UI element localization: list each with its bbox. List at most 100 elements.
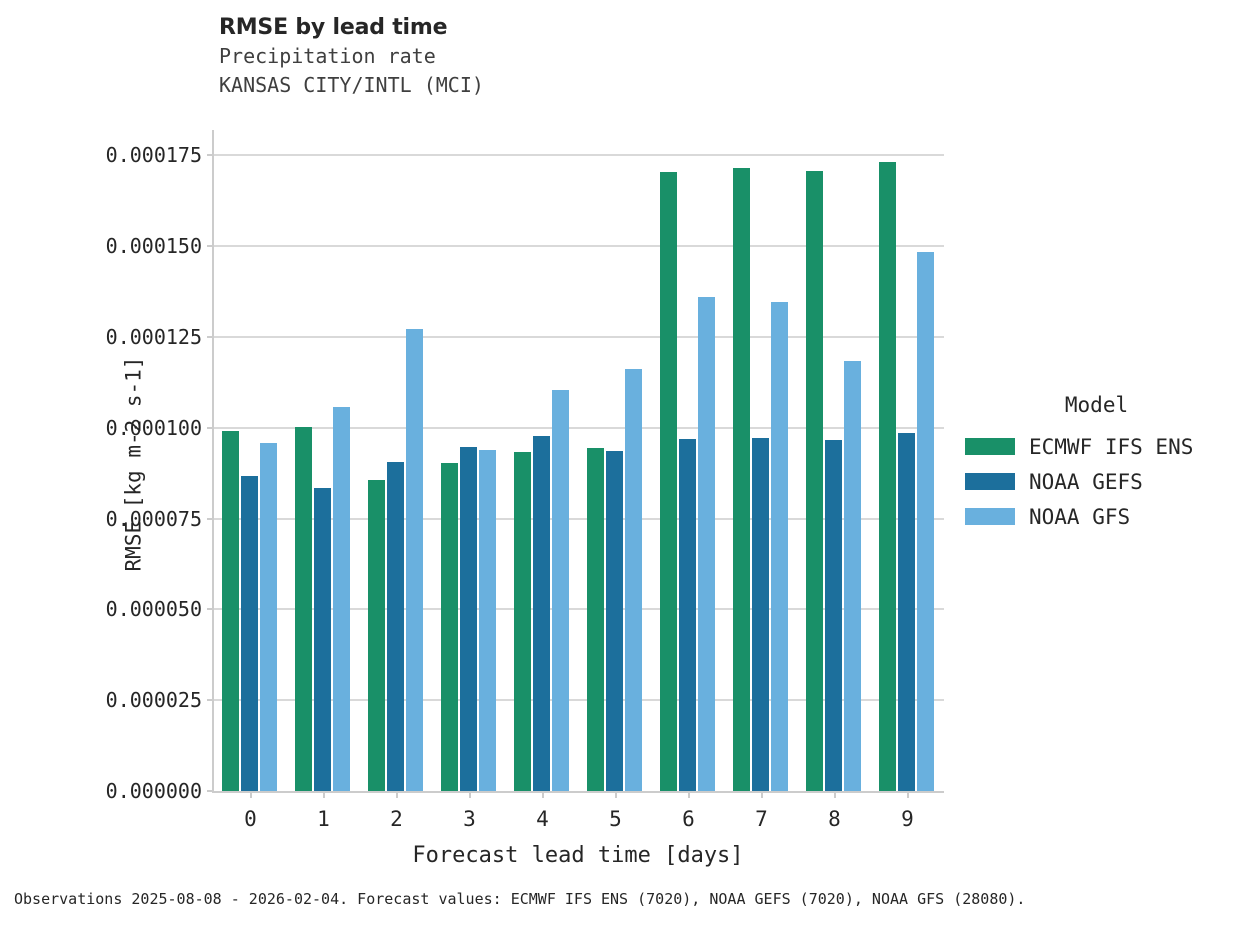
x-tick-label: 8 bbox=[828, 807, 841, 831]
x-tick-mark bbox=[906, 791, 909, 798]
y-axis-ticks: 0.000000 0.000025 0.000050 0.000075 0.000100… bbox=[106, 130, 944, 801]
bar[interactable] bbox=[387, 461, 404, 791]
chart-station-label: KANSAS CITY/INTL (MCI) bbox=[219, 73, 484, 97]
y-tick-mark bbox=[207, 426, 214, 429]
bar[interactable] bbox=[843, 361, 861, 791]
gridline bbox=[214, 154, 944, 157]
legend-swatch-icon bbox=[965, 508, 1015, 525]
x-tick-label: 2 bbox=[390, 807, 403, 831]
y-tick-label: 0.000100 bbox=[105, 415, 202, 440]
bar[interactable] bbox=[533, 436, 550, 791]
bar-group: 0 bbox=[214, 130, 287, 831]
y-tick-mark bbox=[207, 517, 214, 520]
bar[interactable] bbox=[405, 329, 423, 791]
bar[interactable] bbox=[222, 431, 239, 791]
legend-label: NOAA GEFS bbox=[1029, 469, 1143, 494]
gridline bbox=[214, 426, 944, 429]
bar[interactable] bbox=[332, 406, 350, 791]
y-tick-mark bbox=[207, 699, 214, 702]
gridline bbox=[214, 608, 944, 611]
y-tick-label: 0.000125 bbox=[105, 325, 202, 350]
bar-group: 4 bbox=[506, 130, 579, 831]
x-tick-mark bbox=[322, 791, 325, 798]
x-tick-mark bbox=[687, 791, 690, 798]
bar[interactable] bbox=[879, 161, 896, 791]
bar-group: 7 bbox=[725, 130, 798, 831]
y-tick-label: 0.000150 bbox=[105, 234, 202, 259]
bar[interactable] bbox=[806, 171, 823, 791]
y-tick-label: 0.000175 bbox=[105, 143, 202, 168]
bar[interactable] bbox=[916, 252, 934, 791]
bar[interactable] bbox=[660, 172, 677, 791]
gridline bbox=[214, 517, 944, 520]
bar[interactable] bbox=[478, 450, 496, 791]
y-tick-mark bbox=[207, 608, 214, 611]
y-tick-label: 0.000075 bbox=[105, 506, 202, 531]
bar[interactable] bbox=[514, 451, 531, 791]
y-axis-title: RMSE [kg m-2 s-1] bbox=[121, 356, 146, 572]
bar[interactable] bbox=[441, 463, 458, 791]
x-tick-label: 9 bbox=[901, 807, 914, 831]
bar-group: 1 bbox=[287, 130, 360, 831]
gridline bbox=[214, 336, 944, 339]
bar[interactable] bbox=[551, 390, 569, 791]
bar-group: 3 bbox=[433, 130, 506, 831]
bar[interactable] bbox=[624, 368, 642, 791]
bar[interactable] bbox=[587, 447, 604, 791]
bar[interactable] bbox=[606, 451, 623, 791]
bar[interactable] bbox=[679, 439, 696, 791]
bar[interactable] bbox=[460, 447, 477, 791]
x-tick-label: 6 bbox=[682, 807, 695, 831]
y-tick-mark bbox=[207, 154, 214, 157]
x-tick-mark bbox=[833, 791, 836, 798]
legend-label: NOAA GFS bbox=[1029, 504, 1131, 529]
y-tick-mark bbox=[207, 790, 214, 792]
bar[interactable] bbox=[368, 480, 385, 791]
bar[interactable] bbox=[314, 488, 331, 791]
bar[interactable] bbox=[295, 427, 312, 791]
bar-group: 8 bbox=[798, 130, 871, 831]
x-tick-mark bbox=[395, 791, 398, 798]
legend-item[interactable]: ECMWF IFS ENS bbox=[965, 429, 1235, 464]
footer-note: Observations 2025-08-08 - 2026-02-04. Fo… bbox=[14, 890, 1026, 908]
bar[interactable] bbox=[241, 475, 258, 791]
x-tick-label: 7 bbox=[755, 807, 768, 831]
plot-area: 0.000000 0.000025 0.000050 0.000075 0.000100… bbox=[106, 130, 944, 831]
x-tick-label: 1 bbox=[317, 807, 330, 831]
legend-item[interactable]: NOAA GEFS bbox=[965, 464, 1235, 499]
legend-label: ECMWF IFS ENS bbox=[1029, 434, 1194, 459]
bar[interactable] bbox=[697, 297, 715, 791]
legend-swatch-icon bbox=[965, 438, 1015, 455]
x-tick-mark bbox=[249, 791, 252, 798]
bar-group: 6 bbox=[652, 130, 725, 831]
legend: Model ECMWF IFS ENS NOAA GEFS NOAA GFS bbox=[965, 392, 1235, 534]
bar[interactable] bbox=[825, 440, 842, 791]
gridline bbox=[214, 245, 944, 248]
legend-item[interactable]: NOAA GFS bbox=[965, 499, 1235, 534]
bar[interactable] bbox=[898, 432, 915, 791]
x-tick-mark bbox=[614, 791, 617, 798]
chart-title: RMSE by lead time bbox=[219, 15, 448, 40]
title-block: RMSE by lead time Precipitation rate KAN… bbox=[219, 14, 919, 100]
x-axis-title: Forecast lead time [days] bbox=[412, 843, 744, 868]
bar[interactable] bbox=[752, 437, 769, 791]
x-tick-label: 5 bbox=[609, 807, 622, 831]
bar-group: 9 bbox=[871, 130, 944, 831]
legend-entries: ECMWF IFS ENS NOAA GEFS NOAA GFS bbox=[965, 429, 1235, 534]
y-tick-mark bbox=[207, 336, 214, 339]
x-tick-label: 0 bbox=[244, 807, 257, 831]
bar[interactable] bbox=[259, 443, 277, 791]
bar[interactable] bbox=[770, 301, 788, 791]
x-tick-label: 3 bbox=[463, 807, 476, 831]
chart-subtitle: Precipitation rate bbox=[219, 44, 436, 68]
y-tick-label: 0.000050 bbox=[105, 597, 202, 622]
y-tick-label: 0.000000 bbox=[105, 779, 202, 803]
x-tick-mark bbox=[541, 791, 544, 798]
x-tick-label: 4 bbox=[536, 807, 549, 831]
bar-group: 5 bbox=[579, 130, 652, 831]
y-tick-label: 0.000025 bbox=[105, 688, 202, 713]
bar[interactable] bbox=[733, 168, 750, 791]
x-tick-mark bbox=[760, 791, 763, 798]
y-tick-mark bbox=[207, 245, 214, 248]
